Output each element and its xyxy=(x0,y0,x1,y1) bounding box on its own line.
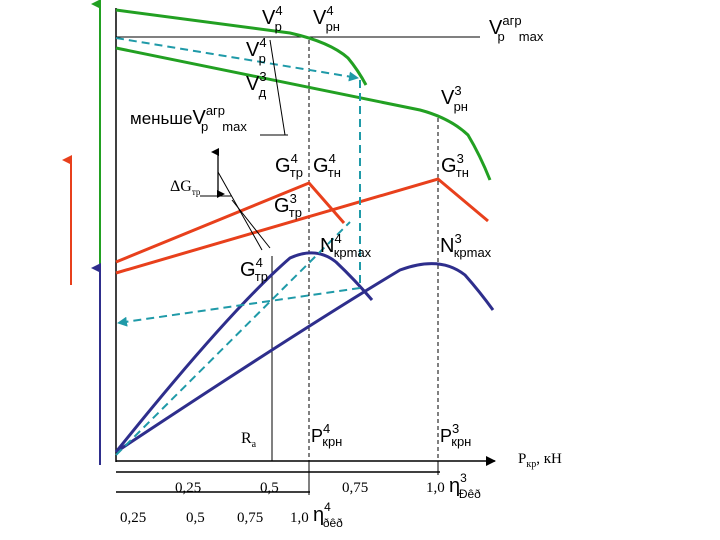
label-vp4-top: V4 p xyxy=(262,3,283,34)
eta4-tick-label: 0,75 xyxy=(237,510,263,526)
fuel-curve-gear3 xyxy=(115,177,489,275)
label-less-vagr: меньшеVагр p max xyxy=(130,103,247,134)
construct-dash-top xyxy=(115,37,359,82)
label-nkr4-max: N4 крmax xyxy=(320,231,372,260)
label-nkr3-max: N3 крmax xyxy=(440,231,492,260)
leader-dg-2 xyxy=(231,199,271,249)
label-vpn3: V3 pн xyxy=(441,83,468,114)
leader-vp4 xyxy=(269,39,286,136)
fuel-curve-gear4 xyxy=(115,181,346,264)
label-ra: Ra xyxy=(241,430,257,450)
eta3-symbol: η3 Ðêð xyxy=(449,471,481,501)
eta3-tick-label: 0,5 xyxy=(260,480,279,496)
eta4-tick-label: 0,25 xyxy=(120,510,146,526)
label-delta-g: ΔGтр xyxy=(170,178,201,197)
construct-dash-diag xyxy=(115,221,351,456)
leader-dg xyxy=(217,171,263,251)
label-gtr4: G4 тр xyxy=(275,151,303,180)
label-gtr3: G3 тр xyxy=(274,191,302,220)
label-vd3: V3 д xyxy=(246,69,267,100)
power-curve-gear3 xyxy=(115,262,495,454)
velocity-curve-gear4 xyxy=(115,8,368,86)
eta4-tick-label: 1,0 xyxy=(290,510,309,526)
label-vp4-mid: V4 p xyxy=(246,35,267,66)
power-curve-gear4 xyxy=(114,251,374,453)
eta4-symbol: η4 ðêð xyxy=(313,500,343,530)
label-pkr4: P4 крн xyxy=(311,421,342,449)
label-gtn3: G3 тн xyxy=(441,151,469,180)
eta3-tick-label: 1,0 xyxy=(426,480,445,496)
construct-dash-back xyxy=(117,287,361,327)
label-gtn4: G4 тн xyxy=(313,151,341,180)
eta4-tick-label: 0,5 xyxy=(186,510,205,526)
velocity-curve-gear3 xyxy=(115,46,492,181)
label-gtr4-lower: G4 тр xyxy=(240,255,268,284)
x-axis-title: Pкр, кН xyxy=(518,451,562,470)
eta3-tick-label: 0,75 xyxy=(342,480,368,496)
eta3-tick-label: 0,25 xyxy=(175,480,201,496)
label-vagr-max: Vагр p max xyxy=(489,13,544,44)
label-vpn4: V4 pн xyxy=(313,3,340,34)
label-pkr3: P3 крн xyxy=(440,421,471,449)
